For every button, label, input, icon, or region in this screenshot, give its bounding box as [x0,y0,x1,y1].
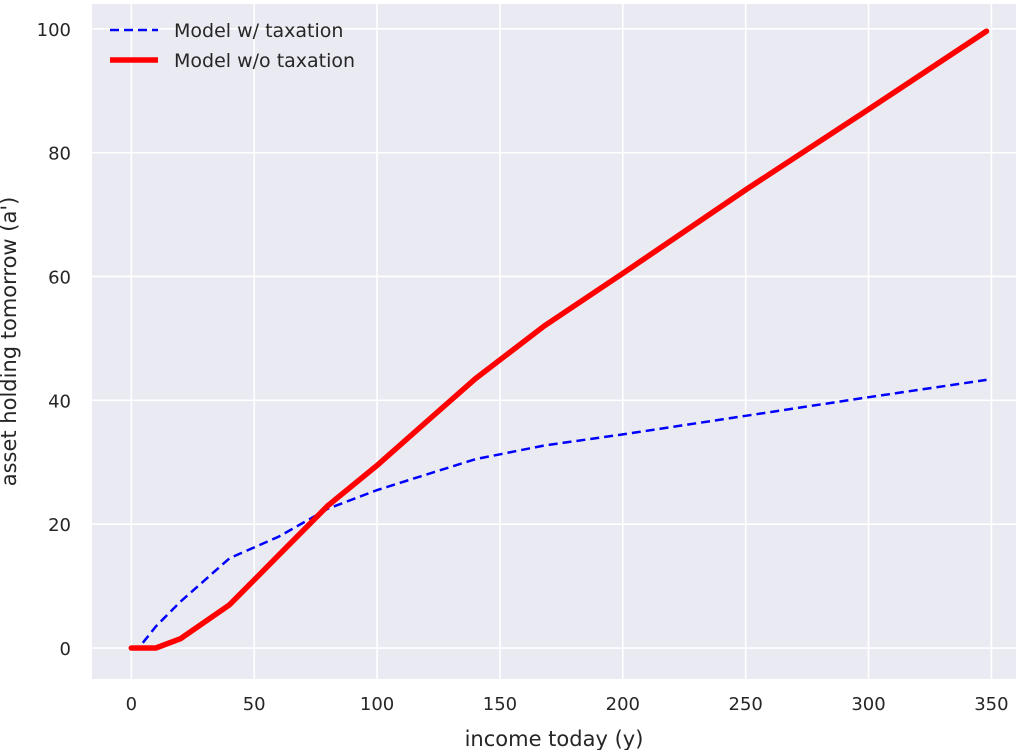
x-tick-label: 50 [243,694,266,715]
y-tick-label: 0 [60,639,71,660]
x-tick-label: 150 [483,694,517,715]
x-tick-label: 350 [974,694,1008,715]
x-tick-label: 100 [360,694,394,715]
x-tick-label: 300 [851,694,885,715]
tick-labels: 0 50 100 150 200 250 300 350 0 20 40 60 80 100 [37,20,1009,715]
legend-label-taxation: Model w/ taxation [174,20,343,42]
series-line-taxation [131,378,987,650]
x-tick-label: 0 [126,694,137,715]
grid [92,4,1016,679]
x-tick-label: 200 [606,694,640,715]
legend: Model w/ taxation Model w/o taxation [110,20,355,72]
x-axis-label: income today (y) [465,727,644,750]
y-tick-label: 60 [48,267,71,288]
series-lines [128,28,990,651]
x-tick-label: 250 [729,694,763,715]
series-line-no-taxation [128,28,990,651]
y-tick-label: 80 [48,144,71,165]
y-tick-label: 100 [37,20,71,41]
y-tick-label: 20 [48,515,71,536]
legend-label-no-taxation: Model w/o taxation [174,50,355,72]
y-tick-label: 40 [48,391,71,412]
y-axis-label: asset holding tomorrow (a') [0,197,21,487]
